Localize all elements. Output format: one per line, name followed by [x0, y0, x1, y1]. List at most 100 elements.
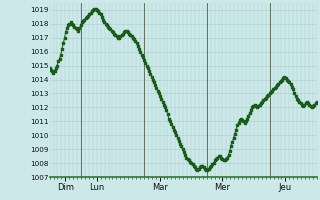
Point — [81, 19, 86, 23]
Point — [286, 79, 291, 83]
Point — [76, 29, 81, 32]
Point — [135, 45, 140, 48]
Point — [48, 68, 53, 71]
Point — [230, 141, 235, 144]
Point — [228, 145, 234, 148]
Point — [137, 47, 142, 51]
Point — [213, 157, 219, 161]
Point — [175, 136, 180, 140]
Point — [204, 168, 209, 172]
Point — [182, 153, 188, 156]
Point — [222, 159, 228, 162]
Point — [238, 117, 244, 120]
Point — [108, 28, 113, 31]
Point — [112, 32, 117, 35]
Point — [304, 100, 309, 103]
Point — [72, 25, 77, 28]
Point — [93, 7, 98, 10]
Point — [113, 33, 118, 37]
Point — [79, 21, 84, 24]
Point — [139, 53, 144, 56]
Point — [50, 70, 55, 73]
Point — [82, 18, 87, 21]
Point — [71, 24, 76, 27]
Point — [292, 92, 297, 95]
Point — [129, 35, 134, 38]
Point — [196, 167, 201, 170]
Point — [52, 70, 57, 73]
Point — [145, 67, 150, 70]
Point — [310, 104, 316, 108]
Point — [77, 26, 82, 30]
Point — [100, 18, 106, 21]
Point — [235, 124, 240, 127]
Point — [178, 142, 183, 145]
Point — [134, 42, 139, 45]
Point — [103, 22, 108, 25]
Point — [170, 125, 175, 128]
Point — [53, 67, 58, 70]
Point — [251, 104, 256, 108]
Point — [118, 35, 123, 38]
Point — [165, 113, 170, 116]
Point — [219, 156, 224, 159]
Point — [160, 100, 165, 103]
Point — [275, 84, 280, 87]
Point — [147, 70, 152, 73]
Point — [98, 13, 103, 16]
Point — [61, 42, 66, 45]
Point — [156, 92, 162, 95]
Point — [148, 72, 153, 76]
Point — [60, 47, 65, 51]
Point — [297, 100, 302, 103]
Point — [73, 26, 78, 30]
Point — [179, 145, 184, 148]
Point — [258, 102, 263, 105]
Point — [207, 166, 212, 169]
Point — [250, 106, 255, 109]
Point — [253, 104, 259, 108]
Point — [94, 8, 100, 12]
Point — [104, 24, 109, 27]
Point — [180, 148, 185, 151]
Point — [164, 109, 169, 112]
Point — [125, 31, 131, 34]
Point — [200, 164, 205, 167]
Point — [271, 88, 276, 91]
Point — [51, 71, 56, 74]
Point — [188, 160, 193, 163]
Point — [54, 64, 60, 67]
Point — [287, 81, 292, 84]
Point — [220, 157, 225, 161]
Point — [277, 81, 282, 84]
Point — [154, 86, 159, 90]
Point — [158, 95, 163, 98]
Point — [138, 50, 143, 53]
Point — [149, 75, 154, 78]
Point — [210, 163, 215, 166]
Point — [199, 164, 204, 167]
Point — [57, 57, 62, 60]
Point — [166, 117, 172, 120]
Point — [88, 11, 93, 14]
Point — [211, 161, 216, 165]
Point — [62, 36, 67, 39]
Point — [128, 33, 133, 37]
Point — [56, 60, 61, 63]
Point — [206, 167, 211, 170]
Point — [89, 10, 94, 13]
Point — [186, 159, 191, 162]
Point — [303, 102, 308, 105]
Point — [225, 156, 230, 159]
Point — [260, 100, 265, 103]
Point — [272, 86, 277, 90]
Point — [133, 39, 138, 42]
Point — [140, 56, 145, 59]
Point — [273, 85, 278, 88]
Point — [256, 104, 261, 108]
Point — [314, 100, 319, 103]
Point — [212, 159, 218, 162]
Point — [130, 36, 135, 39]
Point — [265, 95, 270, 98]
Point — [190, 163, 195, 166]
